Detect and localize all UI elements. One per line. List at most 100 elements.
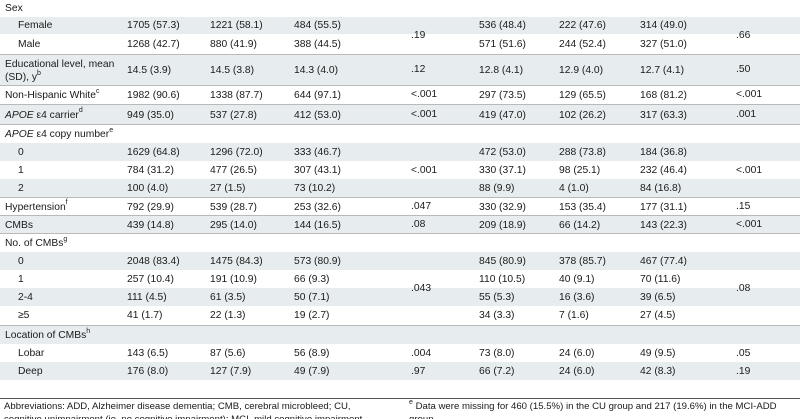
p-value: .15 [736,200,751,212]
table-cell: 27 (4.5) [640,310,676,321]
table-cell: 539 (28.7) [210,201,257,213]
row-label: Non-Hispanic Whitec [5,88,100,102]
table-row: APOE ε4 copy numbere [0,124,800,143]
table-cell: 333 (46.7) [294,146,341,158]
table-cell: 24 (6.0) [559,365,595,377]
table-row: Educational level, mean (SD), yb 14.5 (3.… [0,54,800,85]
p-value: <.001 [736,164,763,176]
table-cell: 222 (47.6) [559,20,606,31]
table-row: 0 2048 (83.4) 1475 (84.3) 573 (80.9) 845 (80… [0,252,800,270]
table-cell: 42 (8.3) [640,365,676,377]
table-row: Deep 176 (8.0) 127 (7.9) 49 (7.9) 66 (7.2) 24… [0,362,800,380]
table-cell: 784 (31.2) [127,164,174,176]
table-cell: 66 (7.2) [479,365,515,377]
p-value: .047 [411,200,432,212]
row-label: 0 [18,255,24,268]
row-label: ≥5 [18,309,29,322]
table-cell: 472 (53.0) [479,146,526,158]
p-value: .12 [411,64,426,75]
table-cell: 845 (80.9) [479,255,526,267]
table-cell: 209 (18.9) [479,219,526,231]
table-row: Lobar 143 (6.5) 87 (5.6) 56 (8.9) 73 (8.0) 24… [0,344,800,362]
row-label-text: CMBs [5,219,34,231]
table-row: No. of CMBsg [0,233,800,252]
table-cell: 1705 (57.3) [127,20,180,31]
table-row: 2 100 (4.0) 27 (1.5) 73 (10.2) 88 (9.9) 4 (1.… [0,179,800,197]
table-cell: 39 (6.5) [640,291,676,303]
table-cell: 176 (8.0) [127,365,169,377]
p-value: .08 [411,218,426,230]
p-value: .08 [736,283,751,294]
table-cell: 184 (36.8) [640,146,687,158]
table-cell: 244 (52.4) [559,38,606,50]
table-cell: 288 (73.8) [559,146,606,158]
table-cell: 88 (9.9) [479,182,515,194]
row-label-text: Educational level, mean (SD), y [5,59,115,83]
table-cell: 573 (80.9) [294,255,341,267]
footnote-abbreviations: Abbreviations: ADD, Alzheimer disease de… [4,401,365,419]
table-cell: 14.3 (4.0) [294,65,339,76]
row-label-text: 1 [18,273,24,285]
table-row: 1 257 (10.4) 191 (10.9) 66 (9.3) 110 (10.5) 4… [0,270,800,288]
table-row: APOE ε4 carrierd 949 (35.0) 537 (27.8) 412 … [0,104,800,124]
table-cell: 537 (27.8) [210,109,257,121]
table-cell: 40 (9.1) [559,273,595,285]
p-value: .50 [736,64,751,75]
row-label-text: Lobar [18,347,45,359]
table-cell: 253 (32.6) [294,201,341,213]
footnote-marker: b [37,69,41,77]
p-value: <.001 [411,164,438,176]
table-cell: 22 (1.3) [210,310,246,321]
table-cell: 1338 (87.7) [210,90,263,101]
footnote-marker: h [86,327,91,335]
table-cell: 129 (65.5) [559,90,606,101]
footnote-marker: e [109,126,114,134]
table-cell: 330 (37.1) [479,164,526,176]
row-label-text: 0 [18,146,24,158]
table-cell: 55 (5.3) [479,291,515,303]
table-cell: 100 (4.0) [127,182,169,194]
table-cell: 484 (55.5) [294,20,341,31]
row-label-text: 2-4 [18,291,33,303]
table-cell: 191 (10.9) [210,273,257,285]
table-cell: 144 (16.5) [294,219,341,231]
table-cell: 327 (51.0) [640,38,687,50]
p-value: <.001 [736,89,763,100]
table-cell: 2048 (83.4) [127,255,180,267]
row-label-text: No. of CMBs [5,238,64,249]
table-cell: 70 (11.6) [640,273,681,285]
table-cell: 1296 (72.0) [210,146,263,158]
p-value: .66 [736,30,751,41]
table-cell: 73 (8.0) [479,347,515,359]
table-cell: 56 (8.9) [294,347,330,359]
table-cell: 7 (1.6) [559,310,589,321]
table-cell: 27 (1.5) [210,182,246,194]
row-label: 2 [18,182,24,195]
table-cell: 232 (46.4) [640,164,687,176]
footnote-marker: g [63,235,68,243]
row-label: Educational level, mean (SD), yb [5,58,120,84]
table-cell: 792 (29.9) [127,201,174,213]
row-label: Female [18,19,52,32]
row-label: Lobar [18,347,44,360]
row-label-text: Non-Hispanic White [5,90,96,101]
table-cell: 880 (41.9) [210,38,257,50]
footnote-marker: f [65,199,68,207]
table-row: Male 1268 (42.7) 880 (41.9) 388 (44.5) 571 (… [0,34,800,54]
table-cell: 111 (4.5) [127,291,167,303]
table-cell: 41 (1.7) [127,310,163,321]
row-label-text: Location of CMBs [5,330,87,341]
table-row: Non-Hispanic Whitec 1982 (90.6) 1338 (87.7… [0,85,800,104]
table-cell: 153 (35.4) [559,201,606,213]
p-value: <.001 [736,218,763,230]
table-cell: 87 (5.6) [210,347,246,359]
table-row: CMBs 439 (14.8) 295 (14.0) 144 (16.5) 209 (1… [0,215,800,233]
row-label: Location of CMBsh [5,327,91,342]
p-value: .19 [736,365,751,377]
row-label: 1 [18,273,24,286]
table-cell: 1629 (64.8) [127,146,180,158]
row-label: No. of CMBsg [5,235,68,250]
table-cell: 439 (14.8) [127,219,174,231]
table-cell: 73 (10.2) [294,182,336,194]
table-row: Female 1705 (57.3) 1221 (58.1) 484 (55.5) 53… [0,17,800,34]
